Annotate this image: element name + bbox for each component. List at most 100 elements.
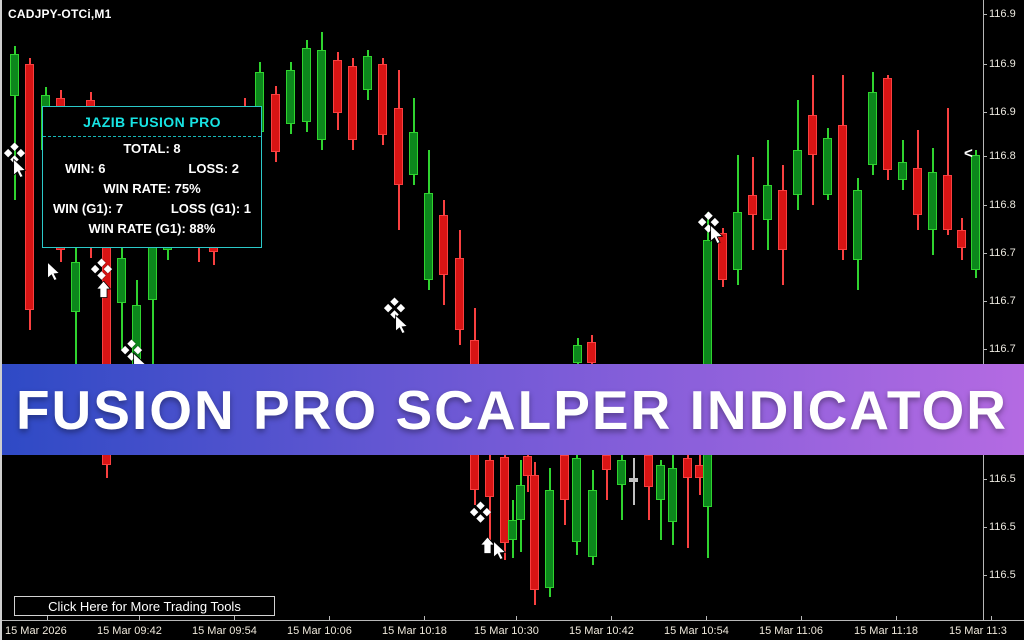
bullish-candle (853, 190, 862, 260)
bearish-candle (25, 64, 34, 310)
bullish-candle (117, 258, 126, 303)
price-axis-label: 116.5 (989, 473, 1016, 485)
bearish-candle (439, 215, 448, 275)
candlestick-chart-area[interactable] (0, 0, 983, 620)
bearish-candle (378, 64, 387, 135)
time-axis-tick (139, 616, 140, 620)
bullish-candle (286, 70, 295, 124)
bullish-candle (868, 92, 877, 165)
bullish-candle (572, 458, 581, 542)
cursor-arrow-icon (12, 158, 27, 178)
doji-candle (629, 478, 638, 482)
price-axis-label: 116.8 (989, 150, 1016, 162)
time-axis-label: 15 Mar 10:54 (664, 625, 729, 637)
price-axis-label: 116.7 (989, 343, 1016, 355)
time-axis-label: 15 Mar 09:54 (192, 625, 257, 637)
bullish-candle (409, 132, 418, 175)
promo-banner: FUSION PRO SCALPER INDICATOR (0, 364, 1024, 455)
bullish-candle (516, 485, 525, 520)
bullish-candle (823, 138, 832, 195)
bearish-candle (348, 66, 357, 140)
more-tools-button[interactable]: Click Here for More Trading Tools (14, 596, 275, 616)
bearish-candle (560, 455, 569, 500)
time-axis-label: 15 Mar 09:42 (97, 625, 162, 637)
bearish-candle (485, 460, 494, 497)
stat-win-g1: WIN (G1): 7 (53, 201, 124, 216)
time-axis-tick (329, 616, 330, 620)
bearish-candle (808, 115, 817, 155)
candle-wick (687, 452, 689, 548)
time-axis-tick (234, 616, 235, 620)
stats-panel-divider (43, 136, 261, 137)
time-axis-label: 15 Mar 10:06 (287, 625, 352, 637)
price-axis-tick (983, 253, 987, 254)
candle-wick (152, 208, 154, 438)
time-axis-label: 15 Mar 2026 (5, 625, 67, 637)
time-axis-label: 15 Mar 10:30 (474, 625, 539, 637)
cursor-arrow-icon (709, 224, 724, 244)
price-axis-tick (983, 14, 987, 15)
fusion-pro-stats-panel: JAZIB FUSION PRO TOTAL: 8 WIN: 6 LOSS: 2… (42, 106, 262, 248)
bullish-candle (971, 155, 980, 270)
time-axis-tick (896, 616, 897, 620)
price-axis-tick (983, 527, 987, 528)
price-axis-separator (983, 0, 984, 620)
stat-win-rate-g1: WIN RATE (G1): 88% (88, 221, 216, 236)
bearish-candle (883, 78, 892, 170)
cursor-arrow-icon (492, 540, 507, 560)
bearish-candle (455, 258, 464, 330)
bullish-candle (573, 345, 582, 363)
bullish-candle (656, 465, 665, 500)
bearish-candle (394, 108, 403, 185)
time-axis[interactable]: 15 Mar 2026 15 Mar 09:42 15 Mar 09:54 15 Ma… (0, 620, 1024, 640)
bearish-candle (602, 455, 611, 470)
bearish-candle (333, 60, 342, 113)
candle-wick (947, 108, 949, 235)
candle-wick (621, 455, 623, 520)
bearish-candle (271, 94, 280, 152)
price-axis-tick (983, 156, 987, 157)
stats-panel-title: JAZIB FUSION PRO (83, 114, 221, 130)
price-axis-label: 116.9 (989, 106, 1016, 118)
bearish-candle (683, 458, 692, 478)
bearish-candle (587, 342, 596, 363)
bullish-candle (317, 50, 326, 140)
price-axis-label: 116.5 (989, 569, 1016, 581)
bullish-candle (668, 468, 677, 522)
bullish-candle (793, 150, 802, 195)
bullish-candle (508, 520, 517, 540)
time-axis-tick (801, 616, 802, 620)
candle-wick (606, 452, 608, 500)
price-axis-tick (983, 301, 987, 302)
time-axis-tick (516, 616, 517, 620)
current-price-marker: < (964, 145, 973, 162)
bearish-candle (500, 457, 509, 543)
bearish-candle (957, 230, 966, 248)
price-axis-label: 116.9 (989, 8, 1016, 20)
stat-win-rate: WIN RATE: 75% (103, 181, 201, 196)
bullish-candle (928, 172, 937, 230)
stat-loss: LOSS: 2 (188, 161, 239, 176)
time-axis-label: 15 Mar 11:18 (854, 625, 919, 637)
bullish-candle (733, 212, 742, 270)
price-axis-tick (983, 349, 987, 350)
price-axis-label: 116.5 (989, 521, 1016, 533)
bearish-candle (718, 233, 727, 280)
price-axis-tick (983, 479, 987, 480)
price-axis-tick (983, 205, 987, 206)
bullish-candle (363, 56, 372, 90)
symbol-period-label: CADJPY-OTCi,M1 (8, 7, 112, 21)
time-axis-label: 15 Mar 10:18 (382, 625, 447, 637)
price-axis-label: 116.8 (989, 199, 1016, 211)
bearish-candle (530, 475, 539, 590)
price-axis-label: 116.7 (989, 295, 1016, 307)
bearish-candle (523, 456, 532, 476)
time-axis-label: 15 Mar 10:42 (569, 625, 634, 637)
stat-total: TOTAL: 8 (123, 141, 181, 156)
bullish-candle (588, 490, 597, 557)
bullish-candle (424, 193, 433, 280)
bullish-candle (545, 490, 554, 588)
price-axis-tick (983, 112, 987, 113)
stat-loss-g1: LOSS (G1): 1 (170, 201, 251, 216)
